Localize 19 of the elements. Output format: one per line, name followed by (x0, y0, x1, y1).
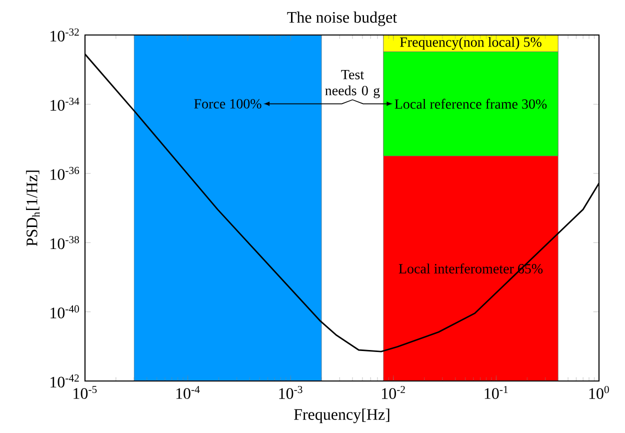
y-axis-title: PSD$_{h}$[1/Hz] (26, 170, 40, 246)
y-tick-label: 10$^{-32}$ (50, 28, 79, 42)
y-tick-label: 10$^{-36}$ (50, 166, 80, 180)
x-tick-label: 10$^{-3}$ (279, 386, 302, 399)
chart-title: The noise budget (287, 12, 398, 26)
band-label: Frequency(non local) 5% (400, 36, 542, 50)
y-tick-label: 10$^{-34}$ (50, 98, 80, 111)
x-axis-title: Frequency[Hz] (294, 408, 390, 424)
y-tick-label: 10$^{-42}$ (50, 374, 79, 388)
x-tick-label: 10$^{-4}$ (176, 386, 200, 399)
y-tick-label: 10$^{-38}$ (50, 236, 79, 250)
annotation: Test needs 0 g (325, 70, 380, 98)
x-tick-label: 10$^{-1}$ (484, 386, 508, 399)
x-tick-label: 10$^{-5}$ (74, 386, 97, 399)
band-label: Local reference frame 30% (394, 98, 547, 109)
band-label: Force 100% (194, 99, 262, 109)
y-tick-label: 10$^{-40}$ (50, 305, 79, 318)
x-tick-label: 10$^{0}$ (589, 386, 609, 399)
x-tick-label: 10$^{-2}$ (382, 386, 405, 399)
